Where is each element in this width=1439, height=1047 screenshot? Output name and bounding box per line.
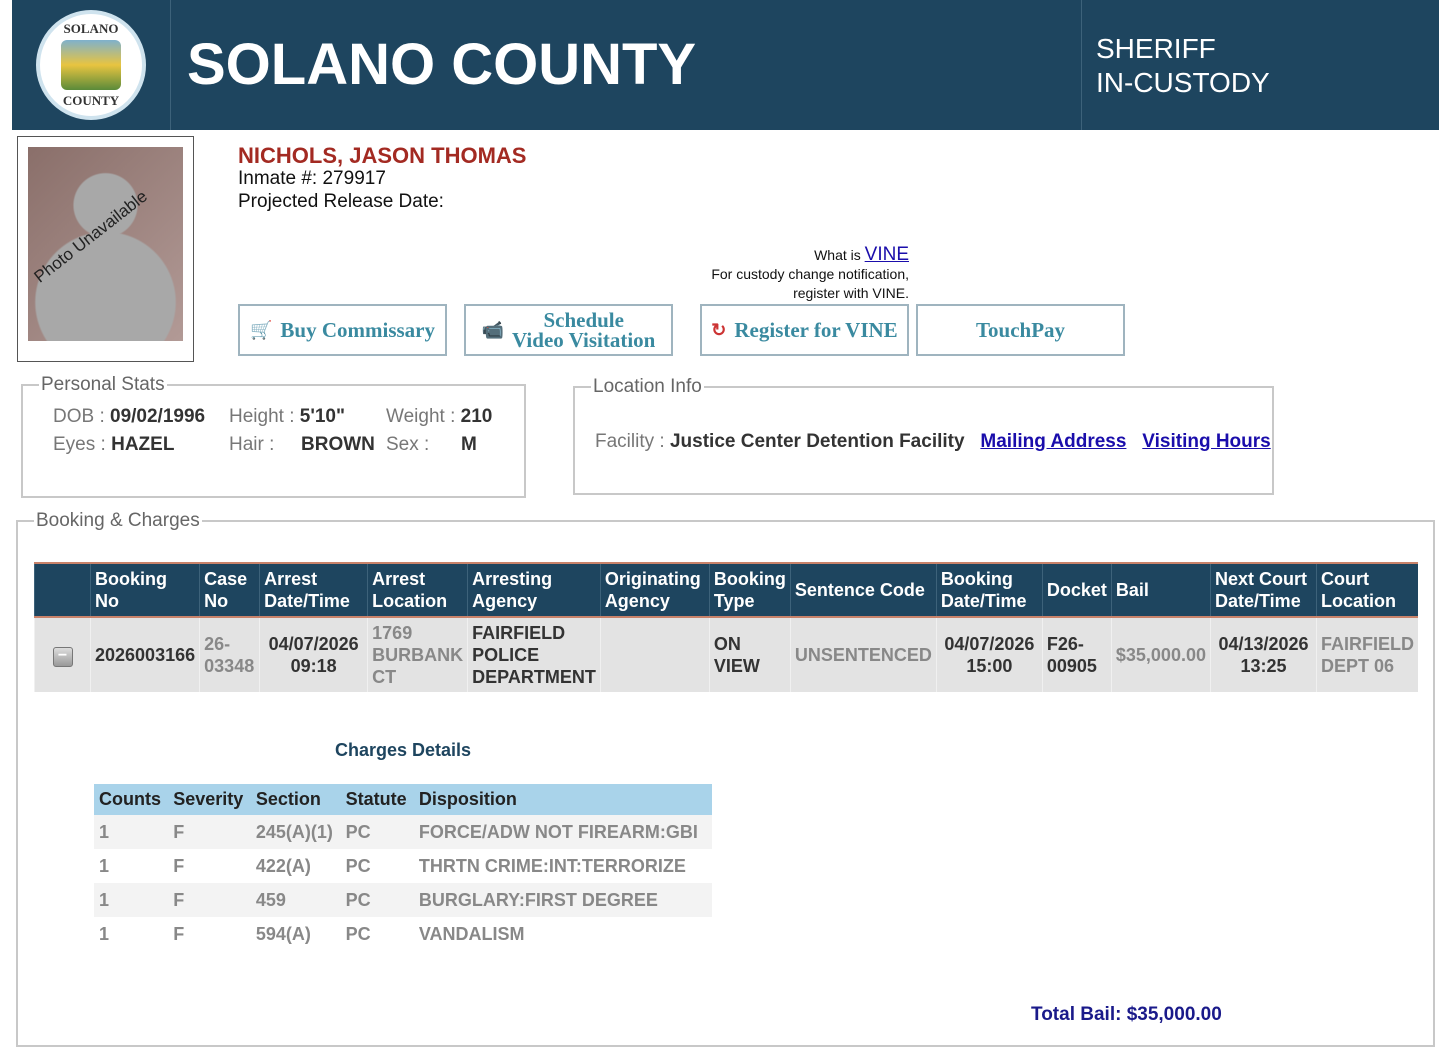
col-case-no: Case No: [199, 562, 260, 618]
table-row: 1 F 594(A) PC VANDALISM: [99, 923, 525, 944]
charges-table: Counts Severity Section Statute Disposition …: [94, 784, 712, 951]
booking-charges-panel: Booking & Charges: [16, 510, 1435, 1047]
location-info-panel: Location Info: [573, 376, 1274, 495]
table-row: 1 F 422(A) PC THRTN CRIME:INT:TERRORIZE: [99, 855, 686, 876]
mailing-address-link[interactable]: Mailing Address: [980, 431, 1127, 452]
location-info-legend: Location Info: [593, 376, 702, 397]
col-court-location: Court Location: [1316, 562, 1418, 618]
hair-value: BROWN: [301, 434, 375, 455]
personal-stats-legend: Personal Stats: [41, 374, 165, 395]
personal-stats-panel: Personal Stats: [21, 374, 526, 498]
total-bail: Total Bail: $35,000.00: [1031, 1004, 1222, 1025]
vine-info: What is VINE For custody change notifica…: [711, 244, 909, 301]
inmate-photo: Photo Unavailable: [17, 136, 194, 362]
cart-icon: 🛒: [249, 320, 273, 340]
register-vine-button[interactable]: ↻ Register for VINE: [700, 304, 909, 356]
col-arrest-datetime: Arrest Date/Time: [259, 562, 368, 618]
projected-release-date: Projected Release Date:: [238, 191, 444, 212]
county-seal-logo: SOLANO COUNTY: [12, 0, 171, 130]
seal-text-top: SOLANO: [63, 21, 119, 36]
camera-icon: 📹: [481, 320, 505, 340]
col-booking-type: Booking Type: [708, 562, 791, 618]
col-next-court: Next Court Date/Time: [1210, 562, 1317, 618]
col-originating-agency: Originating Agency: [599, 562, 710, 618]
site-title: SOLANO COUNTY: [171, 0, 1082, 130]
col-sentence-code: Sentence Code: [789, 562, 937, 618]
facility-value: Justice Center Detention Facility: [669, 431, 965, 452]
eyes-value: HAZEL: [111, 434, 175, 455]
visiting-hours-link[interactable]: Visiting Hours: [1142, 431, 1271, 452]
table-row: 1 F 459 PC BURGLARY:FIRST DEGREE: [94, 883, 712, 917]
schedule-video-visitation-button[interactable]: 📹 Schedule Video Visitation: [464, 304, 673, 356]
seal-text-bottom: COUNTY: [62, 93, 120, 108]
buy-commissary-button[interactable]: 🛒 Buy Commissary: [238, 304, 447, 356]
vine-icon: ↻: [711, 320, 727, 340]
table-row: − 2026003166 26-03348 04/07/2026 09:18 1769…: [34, 617, 1418, 692]
booking-table: Booking No Case No Arrest Date/Time Arrest …: [34, 562, 1418, 692]
inmate-name: NICHOLS, JASON THOMAS: [238, 143, 527, 168]
height-value: 5'10": [299, 406, 345, 427]
table-row: 1 F 245(A)(1) PC FORCE/ADW NOT FIREARM:GBI: [94, 815, 712, 849]
col-arresting-agency: Arresting Agency: [467, 562, 601, 618]
col-booking-datetime: Booking Date/Time: [935, 562, 1043, 618]
site-header: SOLANO COUNTY SOLANO COUNTY SHERIFF IN-CUS…: [12, 0, 1439, 130]
col-arrest-location: Arrest Location: [367, 562, 468, 618]
charges-details-title: Charges Details: [335, 740, 472, 760]
dob-value: 09/02/1996: [110, 406, 206, 427]
collapse-icon[interactable]: −: [52, 647, 73, 667]
sex-value: M: [461, 434, 477, 455]
site-subtitle: SHERIFF IN-CUSTODY: [1096, 33, 1270, 98]
booking-charges-legend: Booking & Charges: [36, 510, 200, 531]
col-booking-no: Booking No: [89, 562, 200, 618]
inmate-number: Inmate #: 279917: [238, 168, 386, 189]
photo-unavailable-text: Photo Unavailable: [30, 186, 151, 287]
touchpay-button[interactable]: TouchPay: [916, 304, 1125, 356]
weight-value: 210: [460, 406, 493, 427]
vine-link[interactable]: VINE: [864, 244, 909, 265]
col-docket: Docket: [1041, 562, 1112, 618]
col-bail: Bail: [1110, 562, 1211, 618]
